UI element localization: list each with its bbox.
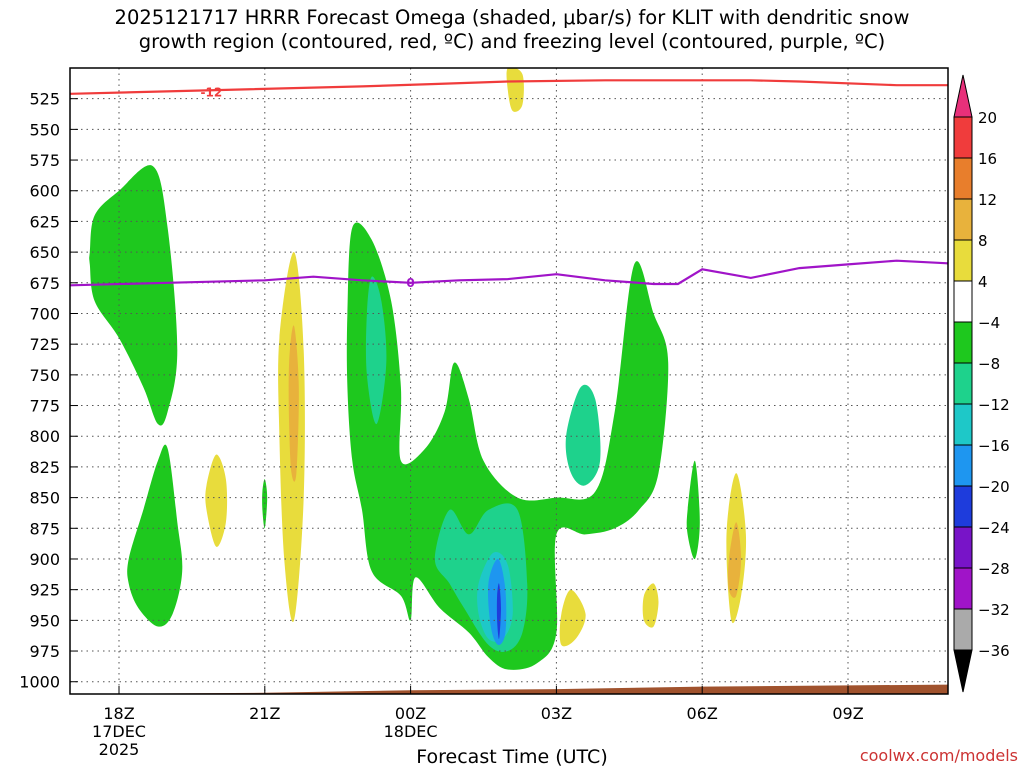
colorbar-segment-7 xyxy=(953,403,973,446)
ylabel-525: 525 xyxy=(29,90,60,109)
colorbar-segment-12 xyxy=(953,608,973,651)
freezing-level-line xyxy=(70,259,948,287)
ylabel-925: 925 xyxy=(29,581,60,600)
colorbar-label-3: 8 xyxy=(978,232,988,250)
colorbar-label-11: −28 xyxy=(978,560,1010,578)
credit-text: coolwx.com/models xyxy=(859,746,1018,765)
ylabel-725: 725 xyxy=(29,335,60,354)
xlabel-18Z: 18Z xyxy=(103,704,134,723)
xlabel-sub1-18Z: 17DEC xyxy=(92,722,146,741)
colorbar-label-1: 16 xyxy=(978,150,997,168)
xlabel-00Z: 00Z xyxy=(395,704,426,723)
omega-region-15 xyxy=(642,583,659,628)
colorbar-segment-6 xyxy=(953,362,973,405)
colorbar-segment-5 xyxy=(953,321,973,364)
omega-region-11 xyxy=(496,583,501,640)
dgz-contour-line xyxy=(70,79,948,95)
colorbar-label-13: −36 xyxy=(978,642,1010,660)
colorbar-label-6: −8 xyxy=(978,355,1000,373)
colorbar-label-10: −24 xyxy=(978,519,1010,537)
xlabel-06Z: 06Z xyxy=(687,704,718,723)
chart-title: 2025121717 HRRR Forecast Omega (shaded, … xyxy=(114,6,910,53)
ylabel-700: 700 xyxy=(29,304,60,323)
omega-region-0 xyxy=(89,165,178,426)
omega-region-16 xyxy=(686,460,700,560)
colorbar-label-7: −12 xyxy=(978,396,1010,414)
colorbar-label-2: 12 xyxy=(978,191,997,209)
contours: -12 0 xyxy=(70,79,948,290)
omega-region-13 xyxy=(559,589,586,647)
colorbar-segment-11 xyxy=(953,567,973,610)
colorbar-segment-4 xyxy=(953,280,973,323)
colorbar-segment-9 xyxy=(953,485,973,528)
ylabel-975: 975 xyxy=(29,642,60,661)
ylabel-650: 650 xyxy=(29,243,60,262)
colorbar-segment-8 xyxy=(953,444,973,487)
grid-lines xyxy=(70,68,948,694)
omega-region-12 xyxy=(506,68,524,112)
colorbar-label-8: −16 xyxy=(978,437,1010,455)
ylabel-825: 825 xyxy=(29,458,60,477)
colorbar-label-9: −20 xyxy=(978,478,1010,496)
omega-region-2 xyxy=(205,454,228,547)
ylabel-950: 950 xyxy=(29,611,60,630)
omega-region-6 xyxy=(346,222,669,670)
colorbar-segment-3 xyxy=(953,239,973,282)
ylabel-800: 800 xyxy=(29,427,60,446)
ylabel-1000: 1000 xyxy=(19,673,60,692)
ylabel-675: 675 xyxy=(29,274,60,293)
ylabel-600: 600 xyxy=(29,182,60,201)
y-axis-ticks: 525 550 575 600 625 650 675 700 725 750 775 800 825 8… xyxy=(19,90,78,692)
xlabel-sub2-18Z: 2025 xyxy=(99,740,140,759)
dgz-contour-label: -12 xyxy=(200,85,222,99)
omega-region-14 xyxy=(565,384,601,486)
omega-region-18 xyxy=(728,522,742,598)
colorbar-segment-10 xyxy=(953,526,973,569)
ylabel-575: 575 xyxy=(29,151,60,170)
colorbar-top-triangle xyxy=(953,74,973,118)
ylabel-750: 750 xyxy=(29,366,60,385)
colorbar-segment-0 xyxy=(953,116,973,159)
omega-fills xyxy=(70,68,948,694)
xlabel-21Z: 21Z xyxy=(249,704,280,723)
colorbar-label-12: −32 xyxy=(978,601,1010,619)
xlabel-sub1-00Z: 18DEC xyxy=(384,722,438,741)
colorbar-segment-1 xyxy=(953,157,973,200)
plot-frame xyxy=(69,67,949,695)
omega-region-1 xyxy=(127,444,183,627)
colorbar-label-5: −4 xyxy=(978,314,1000,332)
omega-region-5 xyxy=(288,325,299,482)
ylabel-875: 875 xyxy=(29,519,60,538)
colorbar: 20 16 12 8 4 −4 −8 −12 −16 −20 −24 −28 −32 −36 xyxy=(953,74,1010,693)
ylabel-625: 625 xyxy=(29,212,60,231)
omega-region-7 xyxy=(365,276,387,425)
colorbar-segment-2 xyxy=(953,198,973,241)
ylabel-850: 850 xyxy=(29,489,60,508)
freezing-level-label: 0 xyxy=(406,276,414,290)
colorbar-bottom-triangle xyxy=(953,649,973,693)
ylabel-550: 550 xyxy=(29,120,60,139)
xlabel-09Z: 09Z xyxy=(832,704,863,723)
ylabel-900: 900 xyxy=(29,550,60,569)
ground-surface xyxy=(70,684,948,694)
ylabel-775: 775 xyxy=(29,397,60,416)
x-axis-label: Forecast Time (UTC) xyxy=(416,746,608,768)
colorbar-label-4: 4 xyxy=(978,273,988,291)
xlabel-03Z: 03Z xyxy=(541,704,572,723)
colorbar-label-0: 20 xyxy=(978,109,997,127)
